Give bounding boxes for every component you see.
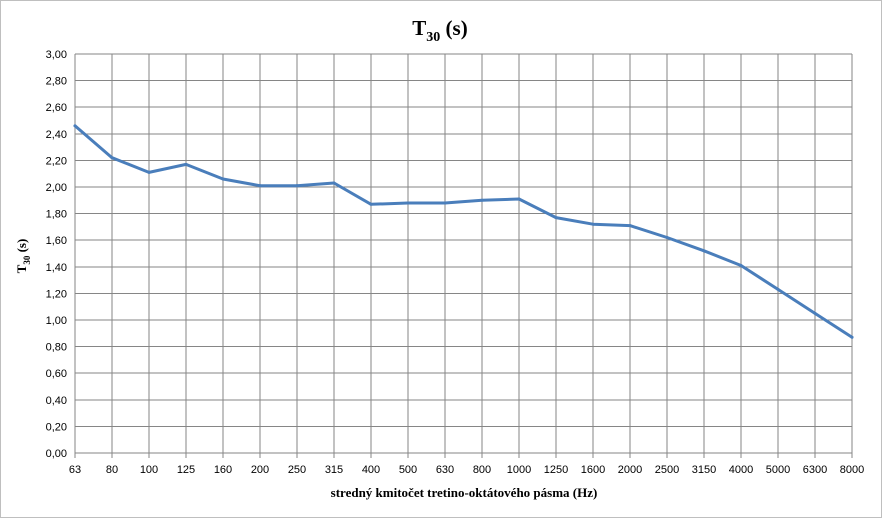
data-point bbox=[776, 287, 780, 291]
data-point bbox=[850, 335, 854, 339]
y-axis-title-main: T bbox=[14, 264, 29, 273]
x-tick-label: 125 bbox=[177, 464, 195, 476]
y-tick-label: 0,40 bbox=[46, 395, 67, 407]
data-point bbox=[73, 124, 77, 128]
y-tick-label: 0,00 bbox=[46, 448, 67, 460]
x-tick-label: 8000 bbox=[840, 464, 864, 476]
data-point bbox=[739, 263, 743, 267]
x-tick-label: 630 bbox=[436, 464, 454, 476]
y-tick-label: 2,40 bbox=[46, 129, 67, 141]
x-tick-label: 3150 bbox=[692, 464, 716, 476]
y-tick-label: 1,20 bbox=[46, 288, 67, 300]
data-point bbox=[295, 184, 299, 188]
data-point bbox=[443, 201, 447, 205]
x-tick-label: 100 bbox=[140, 464, 158, 476]
chart-title-subscript: 30 bbox=[426, 30, 440, 45]
y-tick-label: 0,80 bbox=[46, 342, 67, 354]
data-point bbox=[517, 197, 521, 201]
data-point bbox=[258, 184, 262, 188]
x-axis-title: stredný kmitočet tretino-oktátového pásm… bbox=[331, 485, 598, 500]
y-tick-label: 2,60 bbox=[46, 102, 67, 114]
x-tick-label: 500 bbox=[399, 464, 417, 476]
x-tick-label: 5000 bbox=[766, 464, 790, 476]
y-tick-label: 0,60 bbox=[46, 368, 67, 380]
data-point bbox=[554, 216, 558, 220]
chart-title-unit: (s) bbox=[440, 16, 467, 40]
x-tick-label: 800 bbox=[473, 464, 491, 476]
series-layer bbox=[73, 124, 854, 339]
grid bbox=[74, 53, 853, 458]
y-tick-label: 2,80 bbox=[46, 76, 67, 88]
y-tick-label: 2,00 bbox=[46, 182, 67, 194]
data-point bbox=[480, 198, 484, 202]
y-tick-label: 1,60 bbox=[46, 235, 67, 247]
y-tick-label: 2,20 bbox=[46, 155, 67, 167]
x-tick-label: 2000 bbox=[618, 464, 642, 476]
x-tick-label: 160 bbox=[214, 464, 232, 476]
tick-labels: 0,00 0,20 0,40 0,60 0,80 1,00 1,20 1,40 1,60 1,80… bbox=[46, 49, 865, 476]
x-tick-label: 315 bbox=[325, 464, 343, 476]
data-point bbox=[332, 181, 336, 185]
x-tick-label: 6300 bbox=[803, 464, 827, 476]
x-tick-label: 1000 bbox=[507, 464, 531, 476]
chart-title: T30 (s) bbox=[412, 16, 467, 45]
x-tick-label: 1600 bbox=[581, 464, 605, 476]
chart-title-main: T bbox=[412, 16, 426, 40]
data-point bbox=[147, 170, 151, 174]
data-point bbox=[406, 201, 410, 205]
y-axis-title: T30 (s) bbox=[14, 239, 32, 274]
data-point bbox=[110, 156, 114, 160]
y-tick-label: 1,40 bbox=[46, 262, 67, 274]
x-tick-label: 2500 bbox=[655, 464, 679, 476]
x-tick-label: 1250 bbox=[544, 464, 568, 476]
data-point bbox=[628, 224, 632, 228]
data-point bbox=[221, 177, 225, 181]
data-point bbox=[702, 249, 706, 253]
y-tick-label: 0,20 bbox=[46, 421, 67, 433]
y-axis-title-unit: (s) bbox=[14, 239, 29, 256]
data-point bbox=[665, 236, 669, 240]
x-tick-label: 4000 bbox=[729, 464, 753, 476]
y-tick-label: 1,80 bbox=[46, 209, 67, 221]
y-tick-label: 3,00 bbox=[46, 49, 67, 61]
x-tick-label: 400 bbox=[362, 464, 380, 476]
y-axis-title-subscript: 30 bbox=[22, 255, 32, 265]
x-tick-label: 63 bbox=[69, 464, 81, 476]
x-tick-label: 200 bbox=[251, 464, 269, 476]
data-point bbox=[591, 222, 595, 226]
y-tick-label: 1,00 bbox=[46, 315, 67, 327]
series-line bbox=[73, 124, 854, 339]
data-point bbox=[813, 311, 817, 315]
data-point bbox=[369, 202, 373, 206]
x-tick-label: 250 bbox=[288, 464, 306, 476]
data-point bbox=[184, 162, 188, 166]
x-tick-label: 80 bbox=[106, 464, 118, 476]
